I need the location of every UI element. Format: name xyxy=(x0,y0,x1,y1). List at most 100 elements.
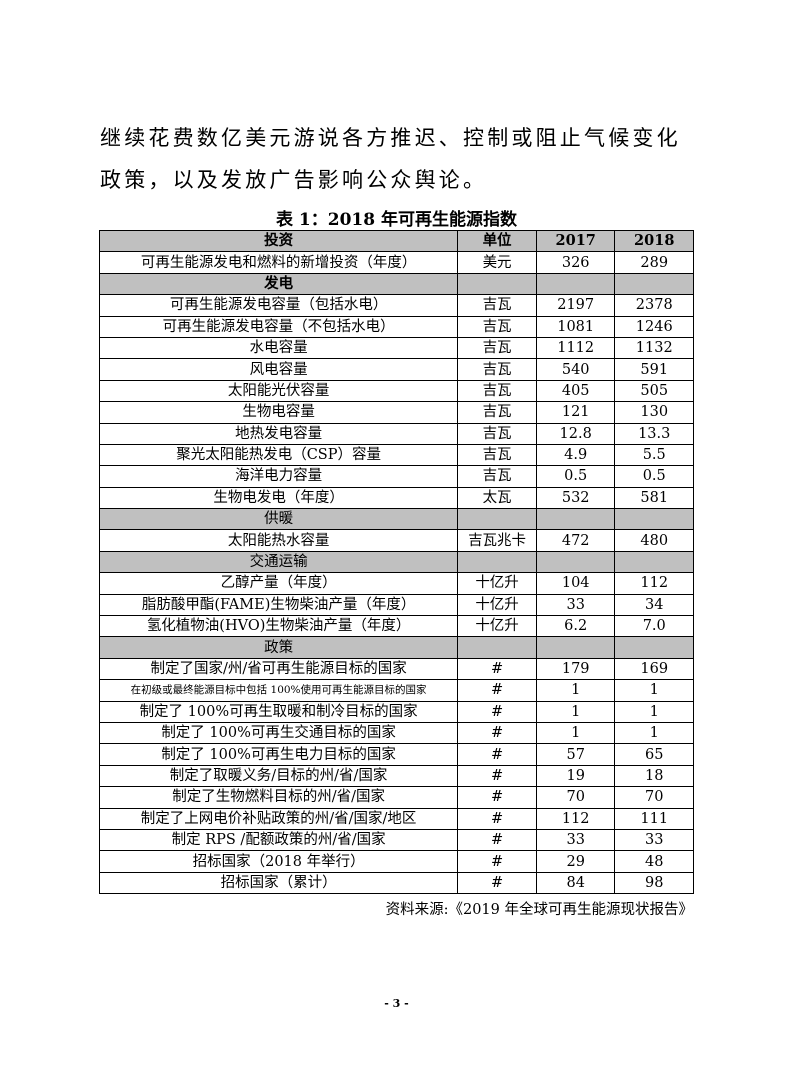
section-row: 交通运输 xyxy=(98,550,694,574)
source-note: 资料来源:《2019 年全球可再生能源现状报告》 xyxy=(385,902,693,918)
table-row: 制定了取暖义务/目标的州/省/国家 #19 18 xyxy=(98,764,694,788)
section-empty-cell xyxy=(614,550,694,574)
section-label: 发电 xyxy=(98,272,459,296)
value-2017: 1 xyxy=(535,679,616,702)
value-2018: 1132 xyxy=(614,336,694,360)
value-2017: 112 xyxy=(535,807,616,830)
table-row: 氢化植物油(HVO)生物柴油产量（年度） 十亿升 6.2 7.0 xyxy=(98,615,694,638)
value-2018: 111 xyxy=(614,807,694,830)
row-unit: # xyxy=(457,721,537,745)
row-label: 太阳能光伏容量 xyxy=(98,379,459,403)
value-2017: 1112 xyxy=(535,336,616,360)
value-2017: 33 xyxy=(535,828,616,852)
table-row: 制定了国家/州/省可再生能源目标的国家 #179 169 xyxy=(98,657,694,681)
table-row: 脂肪酸甲酯(FAME)生物柴油产量（年度） 十亿升 33 34 xyxy=(98,593,694,617)
row-unit: 十亿升 xyxy=(457,593,537,617)
section-empty-cell xyxy=(457,550,537,574)
table-header-row: 投资 单位 2017 2018 xyxy=(98,229,694,253)
value-2018: 13.3 xyxy=(614,422,694,445)
section-empty-cell xyxy=(535,272,616,296)
value-2018: 2378 xyxy=(614,294,694,317)
section-label: 交通运输 xyxy=(98,550,459,574)
value-2017: 33 xyxy=(535,593,616,617)
row-label: 可再生能源发电和燃料的新增投资（年度） xyxy=(98,251,459,274)
renewable-indicators-table: 投资 单位 2017 2018 可再生能源发电和燃料的新增投资（年度） 美元 326… xyxy=(98,229,694,895)
value-2017: 84 xyxy=(535,871,616,895)
header-2017: 2017 xyxy=(535,229,616,253)
value-2018: 48 xyxy=(614,850,694,873)
table-row: 乙醇产量（年度） 十亿升 104 112 xyxy=(98,572,694,595)
row-label: 聚光太阳能热发电（CSP）容量 xyxy=(98,443,459,467)
table-row: 招标国家（2018 年举行） #29 48 xyxy=(98,850,694,873)
section-label: 供暖 xyxy=(98,508,459,531)
row-label: 生物电发电（年度） xyxy=(98,486,459,510)
value-2017: 6.2 xyxy=(535,615,616,638)
row-label: 氢化植物油(HVO)生物柴油产量（年度） xyxy=(98,615,459,638)
row-unit: 十亿升 xyxy=(457,572,537,595)
value-2017: 121 xyxy=(535,401,616,424)
table-row: 制定了生物燃料目标的州/省/国家 #70 70 xyxy=(98,786,694,809)
row-unit: 吉瓦 xyxy=(457,379,537,403)
row-label: 海洋电力容量 xyxy=(98,465,459,488)
row-unit: 吉瓦 xyxy=(457,336,537,360)
table-row: 生物电容量 吉瓦 121 130 xyxy=(98,401,694,424)
row-unit: 吉瓦 xyxy=(457,315,537,338)
value-2017: 179 xyxy=(535,657,616,681)
value-2017: 12.8 xyxy=(535,422,616,445)
table-row: 制定了 100%可再生交通目标的国家 #1 1 xyxy=(98,721,694,745)
section-empty-cell xyxy=(457,508,537,531)
row-unit: # xyxy=(457,700,537,723)
page-number: - 3 - xyxy=(384,997,409,1010)
value-2017: 540 xyxy=(535,358,616,381)
row-label: 制定了 100%可再生取暖和制冷目标的国家 xyxy=(98,700,459,723)
table-row: 地热发电容量 吉瓦 12.8 13.3 xyxy=(98,422,694,445)
value-2017: 29 xyxy=(535,850,616,873)
row-unit: # xyxy=(457,679,537,702)
section-empty-cell xyxy=(535,550,616,574)
value-2017: 1 xyxy=(535,700,616,723)
row-unit: # xyxy=(457,764,537,788)
value-2018: 130 xyxy=(614,401,694,424)
value-2018: 65 xyxy=(614,743,694,766)
table-row: 生物电发电（年度） 太瓦 532 581 xyxy=(98,486,694,510)
value-2017: 4.9 xyxy=(535,443,616,467)
header-unit: 单位 xyxy=(457,229,537,253)
value-2018: 1 xyxy=(614,700,694,723)
section-empty-cell xyxy=(614,636,694,659)
table-row: 制定了上网电价补贴政策的州/省/国家/地区 #112 111 xyxy=(98,807,694,830)
value-2018: 1 xyxy=(614,721,694,745)
section-row: 供暖 xyxy=(98,508,694,531)
row-label: 水电容量 xyxy=(98,336,459,360)
row-unit: # xyxy=(457,807,537,830)
row-label: 制定了取暖义务/目标的州/省/国家 xyxy=(98,764,459,788)
value-2017: 1 xyxy=(535,721,616,745)
row-unit: 太瓦 xyxy=(457,486,537,510)
table-caption: 表 1：2018 年可再生能源指数 xyxy=(276,210,517,230)
value-2017: 0.5 xyxy=(535,465,616,488)
table-row: 可再生能源发电容量（不包括水电） 吉瓦 1081 1246 xyxy=(98,315,694,338)
section-empty-cell xyxy=(535,636,616,659)
table-row: 太阳能光伏容量 吉瓦 405 505 xyxy=(98,379,694,403)
table-row: 招标国家（累计） #84 98 xyxy=(98,871,694,895)
body-paragraph: 继续花费数亿美元游说各方推迟、控制或阻止气候变化政策，以及发放广告影响公众舆论。 xyxy=(100,126,681,192)
row-unit: 吉瓦兆卡 xyxy=(457,529,537,552)
value-2018: 480 xyxy=(614,529,694,552)
row-unit: 美元 xyxy=(457,251,537,274)
value-2017: 472 xyxy=(535,529,616,552)
value-2018: 5.5 xyxy=(614,443,694,467)
row-unit: # xyxy=(457,657,537,681)
value-2017: 532 xyxy=(535,486,616,510)
row-label: 脂肪酸甲酯(FAME)生物柴油产量（年度） xyxy=(98,593,459,617)
value-2018: 1 xyxy=(614,679,694,702)
section-empty-cell xyxy=(457,272,537,296)
row-label: 制定了 100%可再生电力目标的国家 xyxy=(98,743,459,766)
section-empty-cell xyxy=(614,272,694,296)
value-2018: 505 xyxy=(614,379,694,403)
row-label: 可再生能源发电容量（不包括水电） xyxy=(98,315,459,338)
value-2018: 169 xyxy=(614,657,694,681)
row-unit: 吉瓦 xyxy=(457,294,537,317)
row-label: 制定了国家/州/省可再生能源目标的国家 xyxy=(98,657,459,681)
table-row: 制定了 100%可再生电力目标的国家 #57 65 xyxy=(98,743,694,766)
row-unit: # xyxy=(457,743,537,766)
value-2018: 591 xyxy=(614,358,694,381)
